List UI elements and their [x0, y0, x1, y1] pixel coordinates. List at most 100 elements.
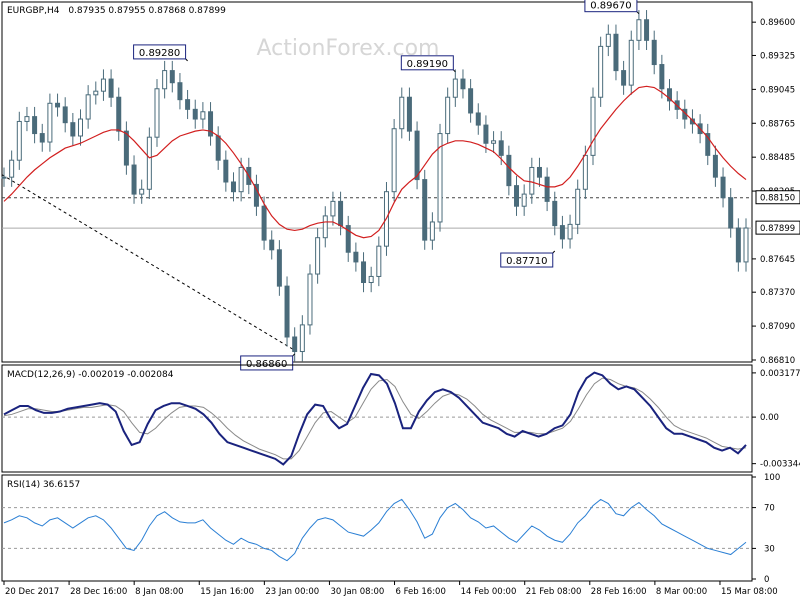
- x-tick-label: 21 Feb 08:00: [526, 587, 582, 597]
- rsi-y-axis: 100 70 30 0: [752, 473, 780, 585]
- rsi-pane: RSI(14) 36.6157 100 70 30 0: [1, 473, 780, 585]
- candle-body: [24, 116, 30, 122]
- candle-body: [552, 200, 558, 227]
- moving-average-line: [3, 85, 747, 239]
- candle-body: [598, 45, 604, 98]
- candle-body: [353, 251, 359, 263]
- callout-box: [133, 44, 187, 60]
- macd-y-tick-label: 0.00: [760, 413, 779, 423]
- candle-body: [720, 176, 726, 199]
- rsi-series: [2, 498, 752, 562]
- candle-body: [514, 185, 520, 207]
- candle-body: [169, 70, 175, 84]
- candle-body: [185, 99, 191, 110]
- candle-body: [154, 88, 160, 138]
- price-y-tick-label: 0.87090: [760, 322, 795, 332]
- price-tag-label: 0.87899: [760, 224, 795, 234]
- candle-body: [299, 324, 305, 353]
- candle-body: [322, 215, 328, 239]
- candle-body: [743, 227, 749, 263]
- price-tag-box: [755, 220, 800, 235]
- x-tick-label: 30 Jan 08:00: [330, 587, 384, 597]
- x-tick-label: 6 Feb 16:00: [396, 587, 446, 597]
- candle-body: [590, 96, 596, 156]
- price-tag-label: 0.88150: [760, 194, 795, 204]
- callout-box: [500, 252, 554, 268]
- x-tick-label: 28 Feb 16:00: [591, 587, 647, 597]
- macd-line: [3, 371, 747, 466]
- candle-body: [628, 39, 634, 86]
- candle-body: [429, 221, 435, 241]
- candle-body: [223, 159, 229, 183]
- candle-body: [475, 112, 481, 126]
- candle-body: [735, 227, 741, 263]
- candle-body: [575, 188, 581, 225]
- x-tick-label: 20 Dec 2017: [5, 587, 59, 597]
- callout-label: 0.87710: [506, 256, 547, 267]
- candle-body: [77, 118, 83, 137]
- candle-body: [215, 135, 221, 161]
- x-tick-label: 8 Jan 08:00: [135, 587, 183, 597]
- candle-body: [208, 111, 214, 137]
- candle-body: [276, 249, 282, 287]
- price-y-tick-label: 0.86810: [760, 356, 795, 366]
- price-tag-box: [755, 190, 800, 205]
- price-pane-title: EURGBP,H4 0.87935 0.87955 0.87868 0.8789…: [7, 6, 226, 16]
- candle-body: [361, 261, 367, 284]
- callout-box: [400, 55, 454, 71]
- trendline: [1, 174, 295, 351]
- ohlc-label: 0.87935 0.87955 0.87868 0.87899: [68, 6, 226, 16]
- rsi-y-tick-label: 70: [764, 504, 775, 514]
- macd-series: [2, 371, 752, 466]
- candle-body: [307, 273, 313, 326]
- price-y-tick-label: 0.87645: [760, 255, 795, 265]
- candle-body: [422, 179, 428, 241]
- rsi-title: RSI(14) 36.6157: [7, 480, 80, 490]
- price-callouts: 0.89280 0.86860 0.89190 0.87710 0.89670: [133, 0, 640, 371]
- candle-body: [621, 70, 627, 86]
- candle-body: [269, 239, 275, 251]
- candle-body: [292, 336, 298, 353]
- candle-body: [338, 200, 344, 227]
- moving-average-series: [3, 85, 747, 239]
- price-y-tick-label: 0.89600: [760, 18, 795, 28]
- x-axis: 20 Dec 2017 28 Dec 16:00 8 Jan 08:00 15 Jan…: [3, 581, 778, 597]
- candle-body: [116, 96, 122, 132]
- candle-body: [47, 102, 53, 143]
- callout-label: 0.89280: [139, 48, 180, 59]
- x-tick-label: 28 Dec 16:00: [70, 587, 127, 597]
- candle-body: [315, 237, 321, 275]
- candle-body: [491, 140, 497, 144]
- candle-body: [62, 106, 68, 124]
- candle-body: [728, 197, 734, 229]
- candle-body: [544, 176, 550, 202]
- candle-body: [452, 78, 458, 98]
- candle-body: [93, 90, 99, 96]
- rsi-y-tick-label: 100: [764, 473, 780, 483]
- candle-body: [559, 225, 565, 240]
- macd-signal-line: [3, 377, 747, 460]
- candle-body: [705, 133, 711, 156]
- candle-body: [146, 136, 152, 190]
- candle-body: [32, 116, 38, 135]
- callout-label: 0.86860: [246, 359, 287, 370]
- price-tags: 0.88150 0.87899: [755, 190, 800, 235]
- candle-body: [368, 275, 374, 284]
- macd-y-axis: 0.003177 0.00 -0.003344: [752, 369, 800, 470]
- candle-body: [284, 285, 290, 338]
- candle-body: [200, 111, 206, 120]
- candle-body: [330, 200, 336, 217]
- candle-body: [659, 64, 665, 90]
- macd-y-tick-label: 0.003177: [760, 369, 800, 379]
- candle-body: [521, 193, 527, 207]
- candle-body: [376, 245, 382, 277]
- candle-body: [406, 96, 412, 132]
- candle-body: [39, 133, 45, 143]
- candle-body: [460, 78, 466, 90]
- candle-body: [391, 128, 397, 193]
- candle-body: [70, 122, 76, 137]
- candle-body: [689, 118, 695, 125]
- x-tick-label: 15 Mar 08:00: [721, 587, 778, 597]
- candle-body: [123, 130, 129, 166]
